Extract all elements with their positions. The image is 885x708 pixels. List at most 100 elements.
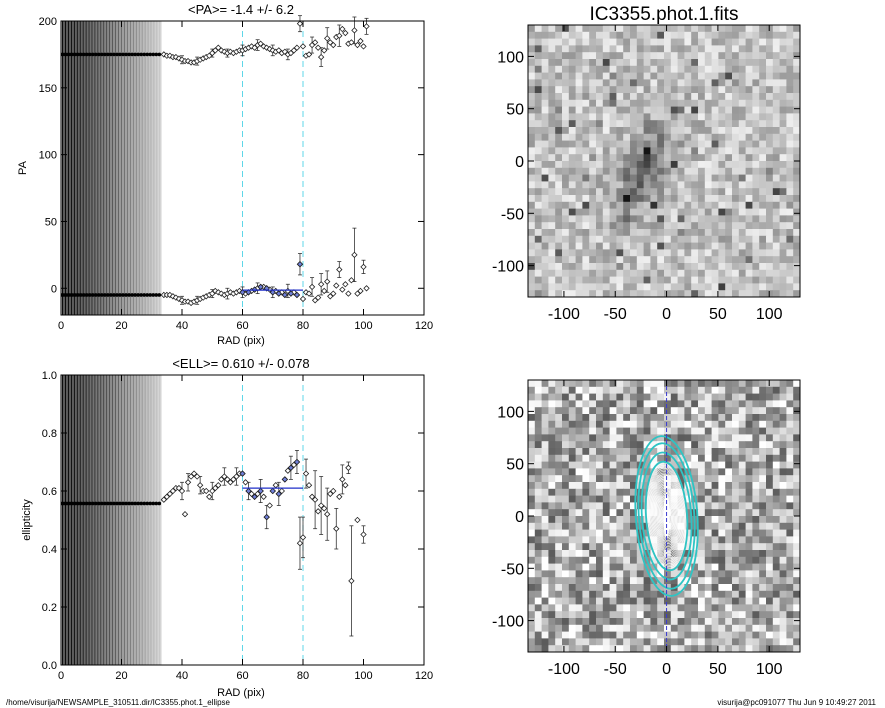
img2-pixel	[548, 604, 556, 612]
img1-pixel	[541, 195, 549, 203]
pa-data-point	[263, 44, 270, 51]
img1-pixel	[534, 65, 542, 73]
img1-pixel	[548, 106, 556, 114]
img1-pixel	[643, 72, 651, 80]
img1-pixel	[643, 147, 651, 155]
img2-pixel	[528, 584, 536, 592]
img1-pixel	[677, 283, 685, 291]
img1-pixel	[528, 222, 536, 230]
img1-pixel	[630, 154, 638, 162]
img1-pixel	[793, 283, 801, 291]
img2-pixel	[766, 556, 774, 564]
img2-pixel	[677, 563, 685, 571]
pa-data-point	[248, 43, 255, 50]
img1-pixel	[691, 25, 699, 33]
img2-pixel	[575, 482, 583, 490]
pa-fit-point	[263, 285, 270, 292]
img2-pixel	[725, 577, 733, 585]
img2-pixel	[541, 427, 549, 435]
img1-pixel	[725, 147, 733, 155]
img2-pixel	[766, 522, 774, 530]
img2-pixel	[609, 577, 617, 585]
img2-pixel	[528, 393, 536, 401]
img1-pixel	[711, 38, 719, 46]
img2-pixel	[568, 529, 576, 537]
img1-pixel	[738, 120, 746, 128]
img2-pixel	[582, 604, 590, 612]
img2-pixel	[786, 495, 794, 503]
img2-pixel	[698, 495, 706, 503]
img2-pixel	[691, 502, 699, 510]
img1-pixel	[766, 31, 774, 39]
img1-pixel	[772, 208, 780, 216]
img1-xtick-label: -50	[604, 306, 627, 323]
img1-pixel	[725, 222, 733, 230]
img2-pixel	[698, 441, 706, 449]
img1-pixel	[582, 269, 590, 277]
img1-pixel	[691, 235, 699, 243]
img1-pixel	[657, 65, 665, 73]
img2-pixel	[575, 461, 583, 469]
img1-pixel	[589, 269, 597, 277]
img1-pixel	[718, 113, 726, 121]
img1-pixel	[602, 249, 610, 257]
img2-pixel	[718, 570, 726, 578]
pa-inner-point	[63, 52, 68, 57]
img1-pixel	[650, 161, 658, 169]
img1-pixel	[582, 276, 590, 284]
img1-pixel	[616, 195, 624, 203]
img2-pixel	[630, 502, 638, 510]
img2-pixel	[738, 611, 746, 619]
img1-pixel	[745, 215, 753, 223]
img1-pixel	[732, 31, 740, 39]
img1-pixel	[548, 276, 556, 284]
img1-pixel	[643, 52, 651, 60]
pa-ylabel: PA	[17, 160, 29, 175]
img2-pixel	[534, 461, 542, 469]
img2-pixel	[568, 597, 576, 605]
pa-plot-area	[60, 15, 370, 315]
ell-inner-point	[93, 501, 98, 506]
img1-pixel	[582, 222, 590, 230]
img2-pixel	[711, 584, 719, 592]
img1-pixel	[562, 106, 570, 114]
pa-inner-point	[118, 52, 122, 57]
img1-pixel	[528, 283, 536, 291]
img2-pixel	[779, 638, 787, 646]
img1-pixel	[596, 195, 604, 203]
img1-pixel	[623, 154, 631, 162]
img1-pixel	[602, 276, 610, 284]
img2-pixel	[793, 597, 801, 605]
img1-pixel	[670, 106, 678, 114]
img2-pixel	[623, 604, 631, 612]
img2-pixel	[528, 522, 536, 530]
img1-pixel	[528, 188, 536, 196]
img2-pixel	[616, 454, 624, 462]
img1-pixel	[745, 154, 753, 162]
img1-pixel	[684, 181, 692, 189]
img1-pixel	[589, 154, 597, 162]
img2-pixel	[623, 454, 631, 462]
img2-pixel	[711, 461, 719, 469]
img1-pixel	[786, 276, 794, 284]
pa-inner-point	[93, 52, 98, 57]
ell-data-point	[339, 476, 346, 483]
img1-pixel	[732, 133, 740, 141]
img1-pixel	[528, 79, 536, 87]
img2-pixel	[698, 434, 706, 442]
img1-pixel	[636, 45, 644, 53]
img2-pixel	[528, 502, 536, 510]
ell-inner-point	[90, 501, 95, 506]
img2-pixel	[548, 488, 556, 496]
img2-pixel	[759, 522, 767, 530]
img1-pixel	[704, 283, 712, 291]
img2-pixel	[772, 570, 780, 578]
img2-pixel	[534, 468, 542, 476]
img1-pixel	[684, 235, 692, 243]
img2-pixel	[698, 577, 706, 585]
img2-pixel	[677, 475, 685, 483]
img2-pixel	[643, 570, 651, 578]
img1-pixel	[738, 79, 746, 87]
img1-pixel	[623, 235, 631, 243]
pa-data-point	[172, 294, 180, 301]
